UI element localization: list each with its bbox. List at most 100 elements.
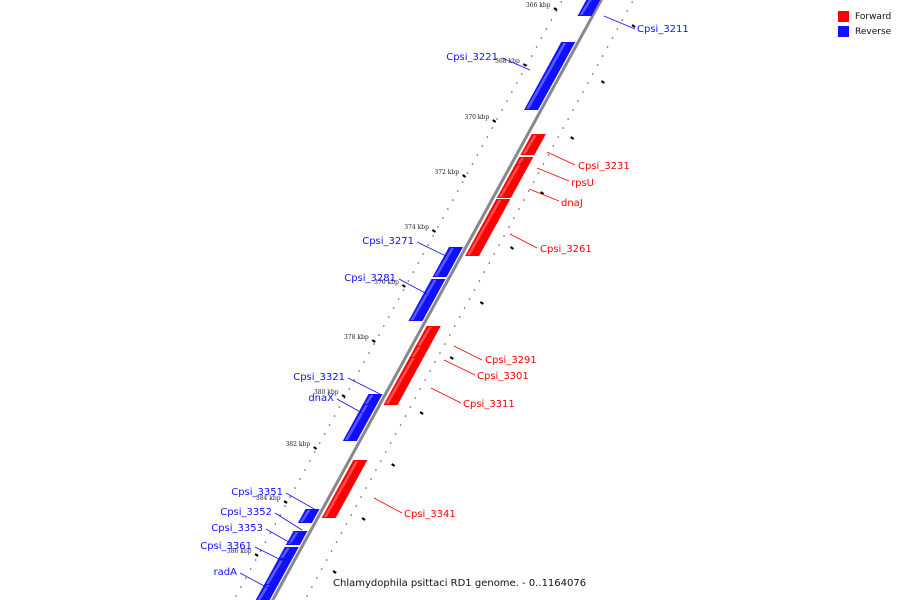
gene-highlight bbox=[385, 358, 415, 404]
leader-line bbox=[239, 572, 269, 589]
gene-highlight bbox=[467, 200, 502, 255]
track-dot bbox=[432, 235, 434, 237]
gene-highlight bbox=[287, 532, 299, 544]
kbp-tick bbox=[449, 356, 454, 360]
track-dot bbox=[399, 424, 402, 426]
kbp-tick bbox=[479, 301, 484, 305]
kbp-tick bbox=[419, 411, 424, 415]
gene-cpsi-3311[interactable] bbox=[383, 357, 424, 405]
track-dot bbox=[591, 73, 594, 75]
track-dot bbox=[453, 325, 456, 327]
gene-cpsi-3361[interactable] bbox=[263, 559, 293, 585]
gene-label-cpsi-3221[interactable]: Cpsi_3221 bbox=[446, 52, 498, 63]
kbp-label: 366 kbp bbox=[526, 2, 551, 9]
track-dot bbox=[621, 19, 624, 21]
kbp-tick bbox=[391, 463, 396, 467]
track-dot bbox=[522, 199, 525, 201]
kbp-tick bbox=[361, 517, 366, 521]
gene-dnax[interactable] bbox=[342, 404, 378, 441]
track-dot bbox=[414, 397, 417, 399]
track-dot bbox=[567, 118, 569, 120]
gene-label-dnaj[interactable]: dnaJ bbox=[561, 198, 583, 209]
gene-label-cpsi-3351[interactable]: Cpsi_3351 bbox=[231, 487, 283, 498]
gene-cpsi-3211[interactable] bbox=[577, 0, 602, 16]
gene-cpsi-3231[interactable] bbox=[520, 134, 546, 155]
gene-label-cpsi-3291[interactable]: Cpsi_3291 bbox=[485, 355, 537, 366]
gene-cpsi-3353[interactable] bbox=[278, 547, 299, 559]
gene-cpsi-3261[interactable] bbox=[465, 199, 511, 256]
gene-label-dnax[interactable]: dnaX bbox=[308, 393, 334, 404]
track-dot bbox=[631, 1, 633, 3]
track-dot bbox=[315, 577, 318, 579]
gene-label-rada[interactable]: radA bbox=[214, 567, 238, 578]
leader-line bbox=[603, 15, 636, 30]
gene-highlight bbox=[257, 585, 270, 600]
kbp-label: 386 kbp bbox=[227, 548, 252, 555]
gene-labels: Cpsi_3211 Cpsi_3221 Cpsi_3231 rpsU dnaJ Cpsi_… bbox=[200, 24, 689, 578]
track-dot bbox=[513, 217, 515, 219]
track-dot bbox=[557, 136, 560, 138]
kbp-tick bbox=[553, 7, 558, 11]
track-dot bbox=[527, 190, 530, 192]
track-dot bbox=[269, 532, 272, 534]
gene-label-cpsi-3352[interactable]: Cpsi_3352 bbox=[220, 507, 272, 518]
gene-cpsi-3301[interactable] bbox=[409, 346, 430, 358]
track-dot bbox=[468, 298, 471, 300]
gene-label-cpsi-3361[interactable]: Cpsi_3361 bbox=[200, 541, 252, 552]
track-dot bbox=[365, 487, 367, 489]
gene-label-cpsi-3311[interactable]: Cpsi_3311 bbox=[463, 399, 515, 410]
track-dot bbox=[394, 433, 397, 435]
track-dot bbox=[444, 343, 446, 345]
gene-highlight bbox=[526, 43, 567, 109]
gene-rada[interactable] bbox=[254, 584, 279, 600]
track-dot bbox=[520, 73, 523, 75]
track-dot bbox=[503, 235, 505, 237]
gene-rpsu[interactable] bbox=[514, 157, 534, 166]
gene-highlight bbox=[516, 158, 525, 165]
track-dot bbox=[461, 181, 464, 183]
gene-cpsi-3281[interactable] bbox=[408, 279, 446, 321]
track-dot bbox=[323, 433, 326, 435]
track-dot bbox=[439, 352, 441, 354]
genome-axis bbox=[271, 0, 603, 600]
track-dot bbox=[309, 460, 311, 462]
track-dot bbox=[491, 127, 493, 129]
gene-label-rpsu[interactable]: rpsU bbox=[571, 178, 594, 189]
track-dot bbox=[518, 208, 520, 210]
track-dot bbox=[542, 163, 545, 165]
track-dot bbox=[516, 82, 518, 84]
kbp-label: 380 kbp bbox=[314, 389, 339, 396]
track-dot bbox=[473, 289, 476, 291]
track-dot bbox=[488, 262, 491, 264]
track-dot bbox=[264, 541, 267, 543]
gene-label-cpsi-3321[interactable]: Cpsi_3321 bbox=[293, 372, 345, 383]
gene-label-cpsi-3211[interactable]: Cpsi_3211 bbox=[637, 24, 689, 35]
kbp-label: 372 kbp bbox=[434, 169, 459, 176]
gene-cpsi-3221[interactable] bbox=[524, 42, 576, 110]
gene-cpsi-3271[interactable] bbox=[432, 247, 464, 277]
gene-cpsi-3351[interactable] bbox=[297, 509, 320, 523]
track-dot bbox=[373, 343, 375, 345]
track-dot bbox=[466, 172, 469, 174]
gene-cpsi-3291[interactable] bbox=[414, 326, 441, 349]
track-dot bbox=[348, 388, 351, 390]
gene-cpsi-3341[interactable] bbox=[321, 460, 368, 518]
gene-label-cpsi-3353[interactable]: Cpsi_3353 bbox=[211, 523, 263, 534]
kbp-tick bbox=[462, 174, 467, 178]
gene-cpsi-3352[interactable] bbox=[285, 531, 308, 545]
forward-swatch bbox=[838, 11, 849, 22]
gene-dnaj[interactable] bbox=[496, 164, 530, 198]
gene-cpsi-3321[interactable] bbox=[362, 394, 383, 405]
track-dot bbox=[387, 316, 390, 318]
gene-label-cpsi-3341[interactable]: Cpsi_3341 bbox=[404, 509, 456, 520]
gene-label-cpsi-3281[interactable]: Cpsi_3281 bbox=[344, 273, 396, 284]
track-dot bbox=[235, 595, 237, 597]
track-dot bbox=[616, 28, 619, 30]
gene-label-cpsi-3261[interactable]: Cpsi_3261 bbox=[540, 244, 592, 255]
track-dot bbox=[471, 163, 474, 165]
gene-label-cpsi-3271[interactable]: Cpsi_3271 bbox=[362, 236, 414, 247]
gene-label-cpsi-3301[interactable]: Cpsi_3301 bbox=[477, 371, 529, 382]
leader-line bbox=[274, 512, 303, 531]
track-dot bbox=[325, 559, 328, 561]
gene-label-cpsi-3231[interactable]: Cpsi_3231 bbox=[578, 161, 630, 172]
